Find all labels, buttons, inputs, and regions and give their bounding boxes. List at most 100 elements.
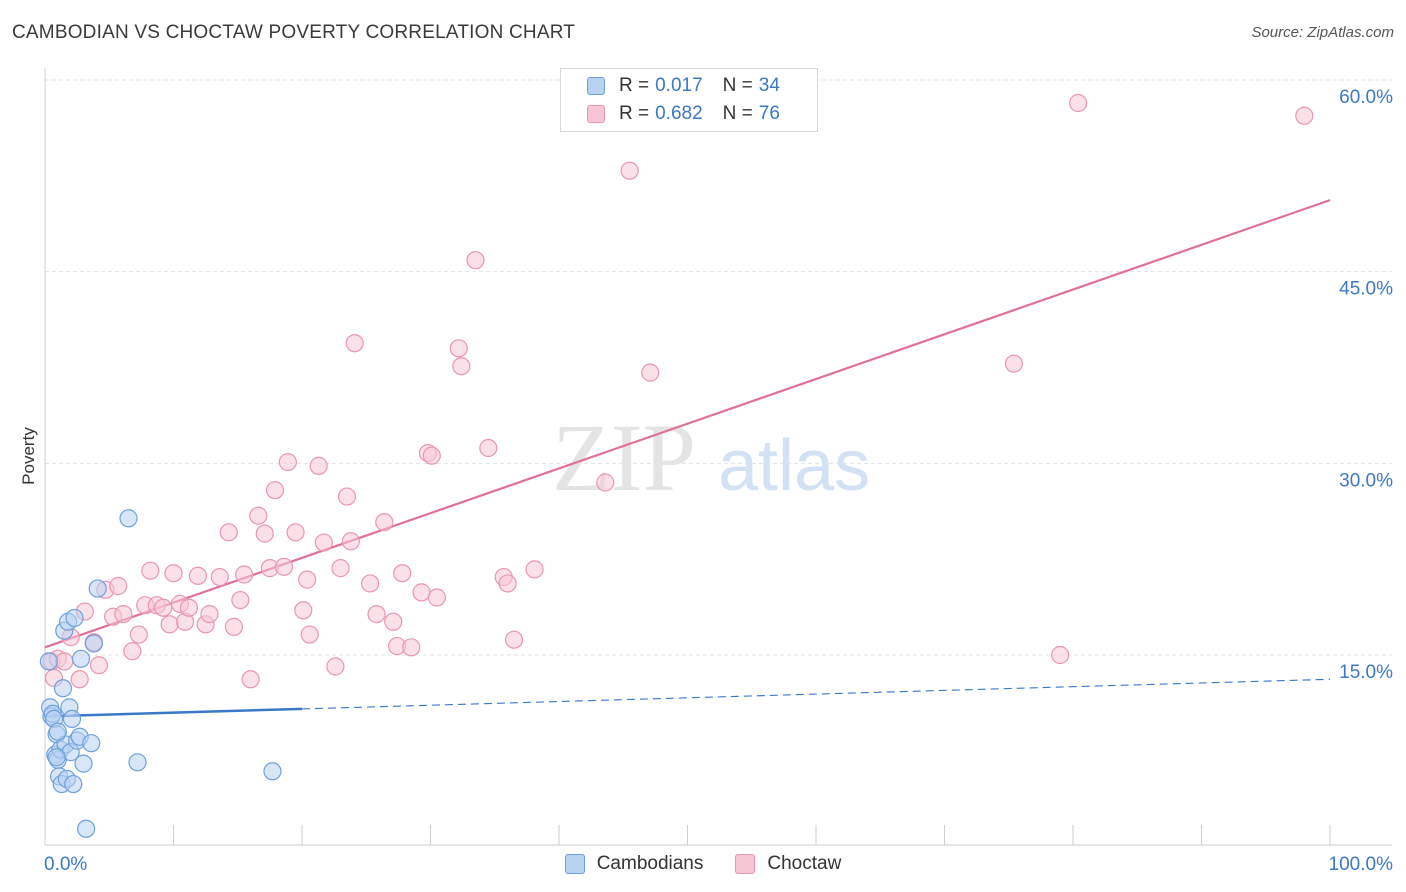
point-choctaw xyxy=(219,523,238,542)
y-tick-label: 60.0% xyxy=(1339,87,1393,108)
point-choctaw xyxy=(393,564,412,583)
point-cambodians xyxy=(65,608,84,628)
point-choctaw xyxy=(367,605,386,624)
point-choctaw xyxy=(466,251,485,270)
point-choctaw xyxy=(179,598,199,617)
n-label: N = xyxy=(722,103,753,124)
point-choctaw xyxy=(55,652,74,671)
chart-title: CAMBODIAN VS CHOCTAW POVERTY CORRELATION… xyxy=(12,22,576,43)
point-choctaw xyxy=(479,438,498,458)
point-cambodians xyxy=(84,634,103,653)
point-cambodians xyxy=(71,649,91,668)
point-choctaw xyxy=(231,590,250,610)
y-tick-label: 15.0% xyxy=(1339,662,1393,683)
point-choctaw xyxy=(314,533,333,552)
point-choctaw xyxy=(337,487,357,506)
point-choctaw xyxy=(498,574,517,593)
point-choctaw xyxy=(109,576,128,596)
n-value: 34 xyxy=(758,75,780,96)
watermark-atlas: atlas xyxy=(718,426,870,506)
point-choctaw xyxy=(210,567,229,587)
point-choctaw xyxy=(375,513,394,532)
point-choctaw xyxy=(326,657,345,676)
point-choctaw xyxy=(249,506,268,525)
legend-row-choctaw: R = 0.682 N = 76 xyxy=(587,101,780,127)
point-choctaw xyxy=(235,565,254,584)
point-choctaw xyxy=(164,564,183,583)
y-tick-label: 45.0% xyxy=(1339,279,1393,300)
point-choctaw xyxy=(402,638,421,657)
y-axis-label: Poverty xyxy=(19,427,38,485)
point-cambodians xyxy=(119,509,138,528)
point-choctaw xyxy=(422,446,441,465)
trend-lines xyxy=(44,199,1331,718)
point-choctaw xyxy=(331,559,350,578)
point-choctaw xyxy=(274,557,294,576)
tick-labels: 15.0% 30.0% 45.0% 60.0% 0.0% 100.0% xyxy=(44,87,1393,875)
point-choctaw xyxy=(596,473,615,492)
point-cambodians xyxy=(62,709,82,728)
axes xyxy=(44,68,1392,846)
point-choctaw xyxy=(160,615,179,634)
point-choctaw xyxy=(154,598,173,617)
cambodians-swatch xyxy=(564,854,585,874)
point-cambodians xyxy=(74,754,93,773)
point-choctaw xyxy=(525,560,544,579)
point-cambodians xyxy=(82,734,101,753)
point-choctaw xyxy=(504,630,524,649)
point-choctaw xyxy=(200,605,219,624)
trend-line-cambodians xyxy=(44,707,303,718)
point-choctaw xyxy=(361,574,380,593)
point-cambodians xyxy=(263,762,282,781)
point-choctaw xyxy=(452,357,471,376)
choctaw-swatch xyxy=(587,105,605,123)
watermark: ZIP atlas xyxy=(552,404,870,511)
r-value: 0.682 xyxy=(655,103,703,124)
point-choctaw xyxy=(309,456,328,475)
correlation-legend: R = 0.017 N = 34 R = 0.682 N = 76 xyxy=(560,68,818,132)
point-choctaw xyxy=(298,570,317,589)
point-choctaw xyxy=(255,524,274,543)
cambodians-swatch xyxy=(587,77,605,95)
point-choctaw xyxy=(1295,106,1314,125)
legend-row-cambodians: R = 0.017 N = 34 xyxy=(587,73,780,99)
point-choctaw xyxy=(1004,354,1023,373)
point-choctaw xyxy=(341,532,360,551)
point-choctaw xyxy=(70,670,89,689)
point-choctaw xyxy=(114,605,133,624)
legend-item-choctaw[interactable]: Choctaw xyxy=(735,853,841,875)
legend-label-cambodians: Cambodians xyxy=(596,853,704,874)
n-label: N = xyxy=(722,75,753,96)
legend-label-choctaw: Choctaw xyxy=(767,853,842,874)
point-choctaw xyxy=(641,363,660,382)
series-legend: Cambodians Choctaw xyxy=(0,851,1406,877)
trend-line-cambodians-projection xyxy=(301,678,1331,710)
data-points xyxy=(39,93,1314,838)
point-choctaw xyxy=(129,625,148,644)
point-choctaw xyxy=(345,334,364,353)
point-choctaw xyxy=(1069,93,1088,113)
point-cambodians xyxy=(88,579,107,598)
point-choctaw xyxy=(265,481,285,500)
point-choctaw xyxy=(384,612,403,631)
watermark-zip: ZIP xyxy=(552,404,696,511)
source-label: Source: ZipAtlas.com xyxy=(1251,24,1394,41)
r-label: R = xyxy=(619,75,650,96)
point-choctaw xyxy=(412,583,431,602)
point-cambodians xyxy=(39,652,58,671)
trend-line-choctaw xyxy=(44,199,1331,649)
point-cambodians xyxy=(128,753,147,772)
point-choctaw xyxy=(286,523,305,542)
point-cambodians xyxy=(53,679,73,698)
r-value: 0.017 xyxy=(655,75,703,96)
point-cambodians xyxy=(47,748,66,767)
point-choctaw xyxy=(188,566,208,585)
point-choctaw xyxy=(241,670,260,689)
point-cambodians xyxy=(48,722,67,741)
legend-item-cambodians[interactable]: Cambodians xyxy=(564,853,704,875)
point-choctaw xyxy=(620,161,639,180)
x-tick-label: 0.0% xyxy=(44,854,87,875)
gridlines xyxy=(45,79,1392,656)
point-choctaw xyxy=(1051,645,1070,665)
